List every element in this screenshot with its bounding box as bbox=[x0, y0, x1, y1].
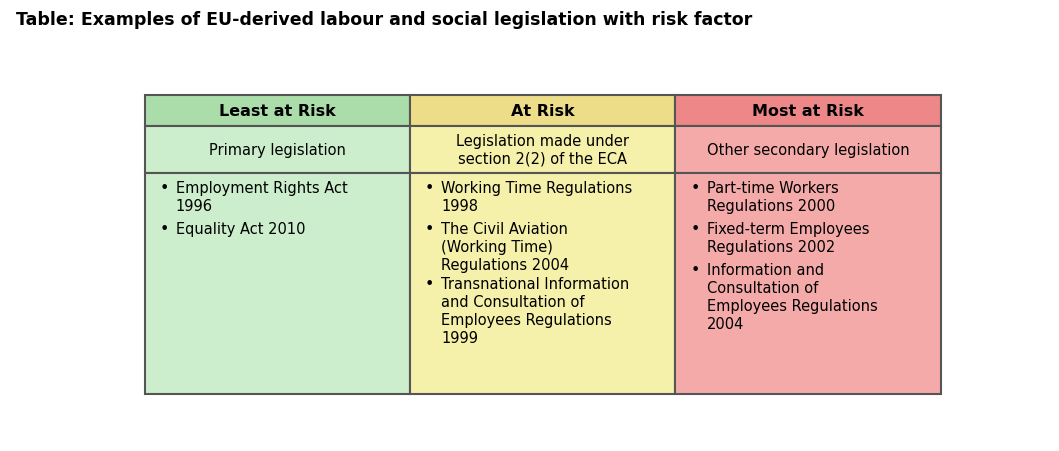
Text: •: • bbox=[425, 181, 434, 196]
Text: •: • bbox=[425, 222, 434, 237]
Text: Equality Act 2010: Equality Act 2010 bbox=[176, 222, 305, 237]
Text: •: • bbox=[690, 222, 700, 237]
Bar bbox=[410, 127, 676, 174]
Bar bbox=[676, 96, 940, 127]
Text: Fixed-term Employees
Regulations 2002: Fixed-term Employees Regulations 2002 bbox=[706, 222, 869, 255]
Bar bbox=[145, 127, 410, 174]
Text: Least at Risk: Least at Risk bbox=[219, 104, 336, 119]
Text: At Risk: At Risk bbox=[510, 104, 575, 119]
Text: Primary legislation: Primary legislation bbox=[209, 143, 346, 158]
Bar bbox=[676, 174, 940, 395]
Text: Most at Risk: Most at Risk bbox=[752, 104, 864, 119]
Text: Legislation made under
section 2(2) of the ECA: Legislation made under section 2(2) of t… bbox=[456, 134, 629, 166]
Text: Table: Examples of EU-derived labour and social legislation with risk factor: Table: Examples of EU-derived labour and… bbox=[16, 11, 752, 29]
Text: •: • bbox=[690, 181, 700, 196]
Text: Transnational Information
and Consultation of
Employees Regulations
1999: Transnational Information and Consultati… bbox=[442, 276, 629, 345]
Text: Information and
Consultation of
Employees Regulations
2004: Information and Consultation of Employee… bbox=[706, 262, 877, 331]
Bar bbox=[145, 174, 410, 395]
Text: •: • bbox=[160, 181, 168, 196]
Bar bbox=[410, 96, 676, 127]
Text: •: • bbox=[690, 262, 700, 277]
Bar bbox=[676, 127, 940, 174]
Text: Employment Rights Act
1996: Employment Rights Act 1996 bbox=[176, 181, 347, 214]
Text: •: • bbox=[160, 222, 168, 237]
Text: Working Time Regulations
1998: Working Time Regulations 1998 bbox=[442, 181, 632, 214]
Text: Other secondary legislation: Other secondary legislation bbox=[706, 143, 910, 158]
Bar bbox=[410, 174, 676, 395]
Text: Part-time Workers
Regulations 2000: Part-time Workers Regulations 2000 bbox=[706, 181, 839, 214]
Bar bbox=[145, 96, 410, 127]
Text: •: • bbox=[425, 276, 434, 291]
Text: The Civil Aviation
(Working Time)
Regulations 2004: The Civil Aviation (Working Time) Regula… bbox=[442, 222, 570, 272]
